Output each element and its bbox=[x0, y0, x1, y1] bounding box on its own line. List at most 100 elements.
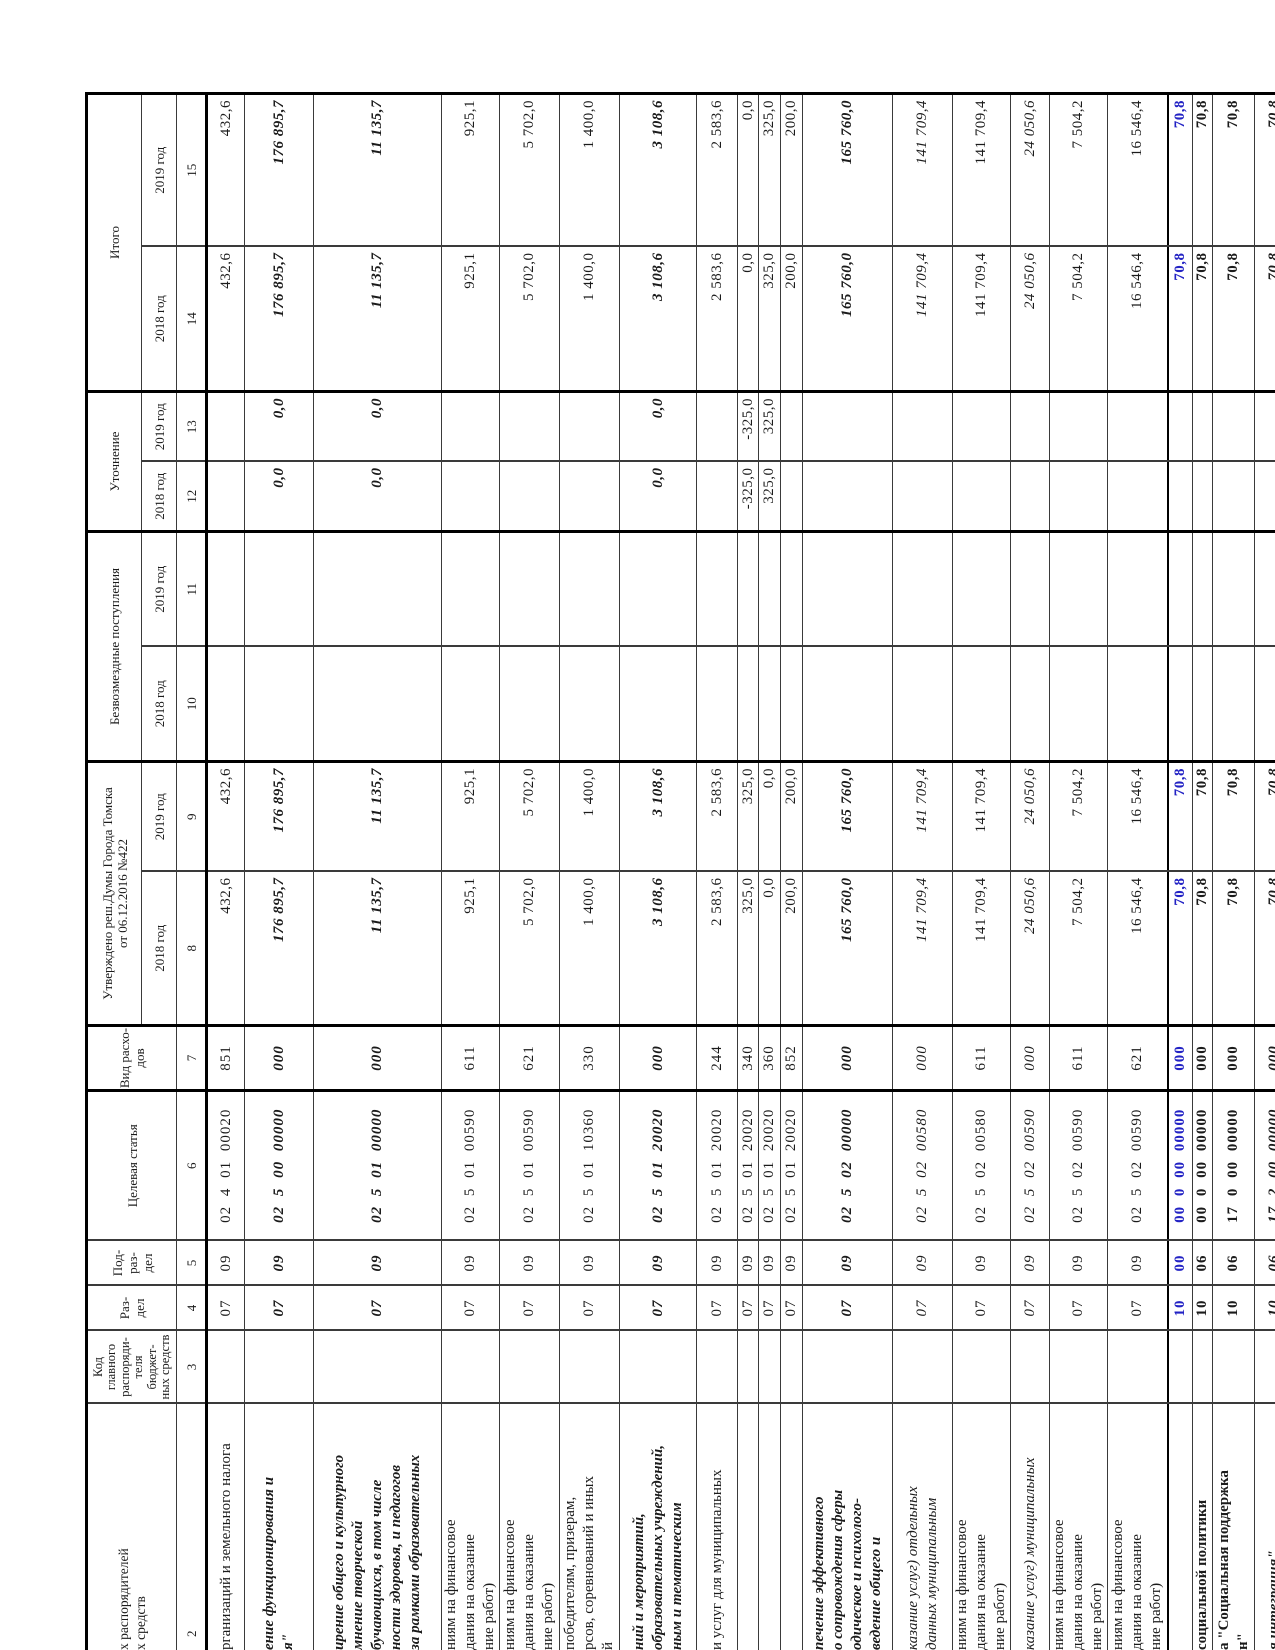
cell-name bbox=[758, 1403, 781, 1650]
table-row: победителям, призерам, рсов, соревновани… bbox=[559, 93, 620, 1650]
cell-i18: 325,0 bbox=[758, 246, 781, 392]
cell-rz: 10 bbox=[1254, 1285, 1275, 1331]
cell-b19 bbox=[313, 531, 442, 647]
cell-rz: 07 bbox=[619, 1285, 697, 1331]
cell-ut18: 0,0 bbox=[619, 461, 697, 532]
cell-name bbox=[1167, 1403, 1193, 1650]
cell-b19 bbox=[1192, 531, 1213, 647]
cell-b19 bbox=[758, 531, 781, 647]
cell-i18: 1 400,0 bbox=[559, 246, 620, 392]
cell-u18: 7 504,2 bbox=[1049, 871, 1108, 1026]
cell-pr: 09 bbox=[1107, 1240, 1168, 1286]
cell-u18: 70,8 bbox=[1167, 871, 1193, 1026]
cell-csr: 02 5 02 00590 bbox=[1010, 1090, 1050, 1241]
cell-i19: 432,6 bbox=[206, 93, 245, 247]
cell-vr: 340 bbox=[737, 1025, 759, 1091]
cell-i19: 70,8 bbox=[1192, 93, 1213, 247]
cell-i18: 141 709,4 bbox=[952, 246, 1011, 392]
column-number: 13 bbox=[176, 391, 207, 462]
cell-b18 bbox=[892, 646, 953, 762]
cell-i19: 325,0 bbox=[758, 93, 781, 247]
cell-ut18 bbox=[1010, 461, 1050, 532]
cell-ut18: 0,0 bbox=[313, 461, 442, 532]
cell-ut19 bbox=[1010, 391, 1050, 462]
cell-ut19 bbox=[780, 391, 803, 462]
cell-b19 bbox=[441, 531, 500, 647]
cell-i19: 141 709,4 bbox=[892, 93, 953, 247]
cell-b18 bbox=[1254, 646, 1275, 762]
cell-ut18: -325,0 bbox=[737, 461, 759, 532]
cell-i18: 70,8 bbox=[1167, 246, 1193, 392]
cell-rz: 10 bbox=[1167, 1285, 1193, 1331]
cell-ut19 bbox=[1107, 391, 1168, 462]
cell-u19: 925,1 bbox=[441, 761, 500, 872]
cell-i19: 70,8 bbox=[1212, 93, 1255, 247]
cell-grbs bbox=[780, 1330, 803, 1404]
cell-name: ниям на финансовое дания на оказание ние… bbox=[1107, 1403, 1168, 1650]
cell-i19: 5 702,0 bbox=[499, 93, 560, 247]
cell-u18: 70,8 bbox=[1212, 871, 1255, 1026]
cell-i19: 1 400,0 bbox=[559, 93, 620, 247]
rotated-table-container: х распорядителей х средств Код главного р… bbox=[85, 91, 1275, 1650]
cell-ut18 bbox=[802, 461, 893, 532]
cell-name: победителям, призерам, рсов, соревновани… bbox=[559, 1403, 620, 1650]
header-name-column: х распорядителей х средств bbox=[86, 1403, 177, 1650]
table-row: ение функционирования и я" 07 09 02 5 00 00… bbox=[244, 93, 314, 1650]
cell-vr: 000 bbox=[1212, 1025, 1255, 1091]
cell-b19 bbox=[780, 531, 803, 647]
cell-b18 bbox=[696, 646, 738, 762]
cell-pr: 09 bbox=[758, 1240, 781, 1286]
header-year-2019: 2019 год bbox=[141, 531, 177, 647]
table-row: ниям на финансовое дания на оказание ние… bbox=[441, 93, 500, 1650]
cell-ut19 bbox=[499, 391, 560, 462]
cell-b19 bbox=[206, 531, 245, 647]
cell-rz: 10 bbox=[1192, 1285, 1213, 1331]
cell-u18: 141 709,4 bbox=[892, 871, 953, 1026]
cell-vr: 360 bbox=[758, 1025, 781, 1091]
cell-vr: 000 bbox=[1192, 1025, 1213, 1091]
cell-vr: 611 bbox=[1049, 1025, 1108, 1091]
cell-grbs bbox=[559, 1330, 620, 1404]
cell-b19 bbox=[1010, 531, 1050, 647]
cell-b19 bbox=[559, 531, 620, 647]
cell-ut18 bbox=[1192, 461, 1213, 532]
table-row: казание услуг) отдельных данных муниципа… bbox=[892, 93, 953, 1650]
cell-ut19: 0,0 bbox=[244, 391, 314, 462]
cell-u18: 176 895,7 bbox=[244, 871, 314, 1026]
cell-grbs bbox=[952, 1330, 1011, 1404]
cell-pr: 06 bbox=[1212, 1240, 1255, 1286]
cell-grbs bbox=[892, 1330, 953, 1404]
column-number: 4 bbox=[176, 1285, 207, 1331]
cell-pr: 00 bbox=[1167, 1240, 1193, 1286]
header-year-2019: 2019 год bbox=[141, 761, 177, 872]
cell-b19 bbox=[696, 531, 738, 647]
cell-vr: 244 bbox=[696, 1025, 738, 1091]
header-razdel: Раз- дел bbox=[86, 1285, 177, 1331]
cell-i18: 925,1 bbox=[441, 246, 500, 392]
header-vid-rashodov: Вид расхо- дов bbox=[86, 1025, 177, 1091]
cell-i18: 200,0 bbox=[780, 246, 803, 392]
cell-u18: 0,0 bbox=[758, 871, 781, 1026]
cell-grbs bbox=[244, 1330, 314, 1404]
cell-b19 bbox=[244, 531, 314, 647]
cell-i18: 24 050,6 bbox=[1010, 246, 1050, 392]
cell-u19: 0,0 bbox=[758, 761, 781, 872]
cell-csr: 02 5 00 00000 bbox=[244, 1090, 314, 1241]
cell-name: ниям на финансовое дания на оказание ние… bbox=[952, 1403, 1011, 1650]
cell-i18: 11 135,7 bbox=[313, 246, 442, 392]
cell-b19 bbox=[892, 531, 953, 647]
table-row: и услуг для муниципальных 07 09 02 5 01 200… bbox=[696, 93, 738, 1650]
cell-pr: 09 bbox=[802, 1240, 893, 1286]
cell-csr: 17 2 00 00000 bbox=[1254, 1090, 1275, 1241]
cell-name: ний и мероприятий, образовательных учреж… bbox=[619, 1403, 697, 1650]
cell-ut19: 0,0 bbox=[313, 391, 442, 462]
cell-name bbox=[780, 1403, 803, 1650]
cell-vr: 330 bbox=[559, 1025, 620, 1091]
cell-i19: 200,0 bbox=[780, 93, 803, 247]
cell-name: ение функционирования и я" bbox=[244, 1403, 314, 1650]
cell-i18: 0,0 bbox=[737, 246, 759, 392]
cell-ut18 bbox=[1254, 461, 1275, 532]
cell-ut19 bbox=[802, 391, 893, 462]
cell-u19: 200,0 bbox=[780, 761, 803, 872]
